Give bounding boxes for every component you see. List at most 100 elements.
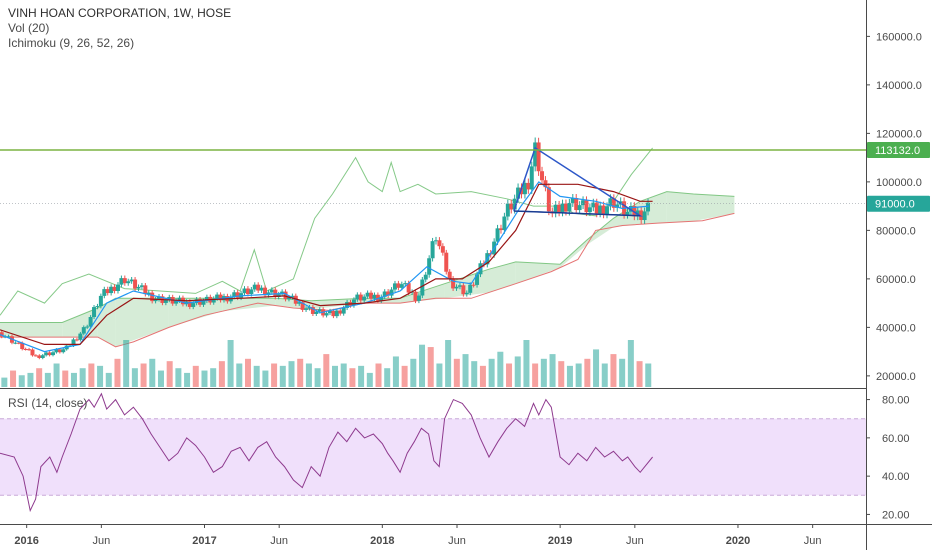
volume-bar: [436, 363, 443, 387]
candle: [286, 297, 291, 300]
ichimoku-legend: Ichimoku (9, 26, 52, 26): [8, 36, 135, 50]
triangle-base-line[interactable]: [513, 210, 641, 217]
candle: [608, 198, 613, 207]
candle: [461, 285, 466, 295]
volume-bar: [453, 358, 460, 387]
candle: [51, 352, 56, 356]
candle: [334, 310, 339, 317]
volume-bar: [314, 368, 321, 387]
last-price-tag: [867, 195, 930, 212]
volume-bar: [584, 358, 591, 387]
volume-bar: [549, 354, 556, 387]
candle: [577, 205, 582, 211]
candle: [396, 283, 401, 288]
volume-bar: [610, 354, 617, 387]
volume-bar: [392, 356, 399, 387]
volume-bar: [427, 347, 434, 387]
candle: [533, 142, 538, 167]
candle: [505, 203, 510, 217]
candle: [509, 203, 514, 210]
price-tick-label: 160000.0: [876, 31, 922, 43]
candle: [61, 349, 66, 353]
volume-bar: [192, 365, 199, 387]
volume-bar: [645, 363, 652, 387]
candle: [194, 299, 199, 304]
volume-legend: Vol (20): [8, 21, 50, 35]
volume-bar: [244, 358, 251, 387]
price-tick-label: 20000.0: [876, 371, 916, 383]
candle: [587, 207, 592, 213]
volume-bar: [201, 370, 208, 387]
candle: [628, 206, 633, 212]
resistance-price-tag: [867, 142, 930, 159]
volume-bar: [175, 368, 182, 387]
volume-bar: [340, 363, 347, 387]
volume-bar: [279, 365, 286, 387]
ichimoku-cloud-segment: [311, 298, 365, 310]
candle: [81, 327, 86, 334]
candle: [174, 300, 179, 304]
candle: [526, 182, 531, 190]
candle: [177, 297, 182, 301]
candle: [598, 205, 603, 214]
last-price-tag-label: 91000.0: [875, 199, 915, 211]
volume-bar: [358, 365, 365, 387]
candle: [44, 352, 49, 356]
candle: [74, 339, 79, 341]
volume-bar: [271, 363, 278, 387]
candle: [13, 342, 18, 344]
candle: [331, 310, 336, 317]
date-tick-label: Jun: [270, 535, 288, 547]
candle: [269, 289, 274, 293]
candle: [126, 281, 131, 284]
volume-bar: [88, 363, 95, 387]
candle: [495, 228, 500, 242]
candle: [574, 197, 579, 211]
candle: [423, 274, 428, 280]
candle: [604, 206, 609, 215]
volume-bar: [10, 370, 17, 387]
volume-bar: [619, 358, 626, 387]
candle: [502, 216, 507, 231]
candle: [338, 310, 343, 314]
candle: [33, 355, 38, 357]
volume-bar: [566, 365, 573, 387]
candle: [567, 202, 572, 212]
chart-legend: VINH HOAN CORPORATION, 1W, HOSE Vol (20)…: [8, 6, 231, 51]
volume-bar: [140, 363, 147, 387]
candle: [47, 352, 52, 356]
price-tick-label: 140000.0: [876, 80, 922, 92]
date-tick-label: 2018: [370, 535, 394, 547]
candle: [560, 203, 565, 213]
price-tick-label: 80000.0: [876, 225, 916, 237]
volume-bar: [184, 372, 191, 387]
candle: [375, 294, 380, 301]
volume-bar: [532, 363, 539, 387]
candle: [625, 211, 630, 215]
volume-bar: [79, 368, 86, 387]
volume-bar: [166, 361, 173, 387]
candle: [115, 284, 120, 291]
candle: [297, 302, 302, 304]
volume-bar: [332, 365, 339, 387]
date-tick-label: 2020: [726, 535, 750, 547]
volume-bar: [523, 340, 530, 387]
candle: [584, 200, 589, 213]
candle: [611, 198, 616, 208]
candle: [150, 292, 155, 302]
candle: [440, 246, 445, 253]
volume-bar: [123, 340, 130, 387]
ichimoku-cloud-segment: [640, 191, 667, 225]
candle: [105, 289, 110, 294]
candle: [540, 171, 545, 181]
candle: [362, 296, 367, 301]
volume-bar: [262, 370, 269, 387]
candle: [304, 308, 309, 310]
volume-bar: [105, 372, 112, 387]
candle: [355, 294, 360, 300]
volume-bar: [36, 368, 43, 387]
candle: [646, 202, 651, 212]
volume-bar: [514, 356, 521, 387]
candle: [382, 291, 387, 297]
